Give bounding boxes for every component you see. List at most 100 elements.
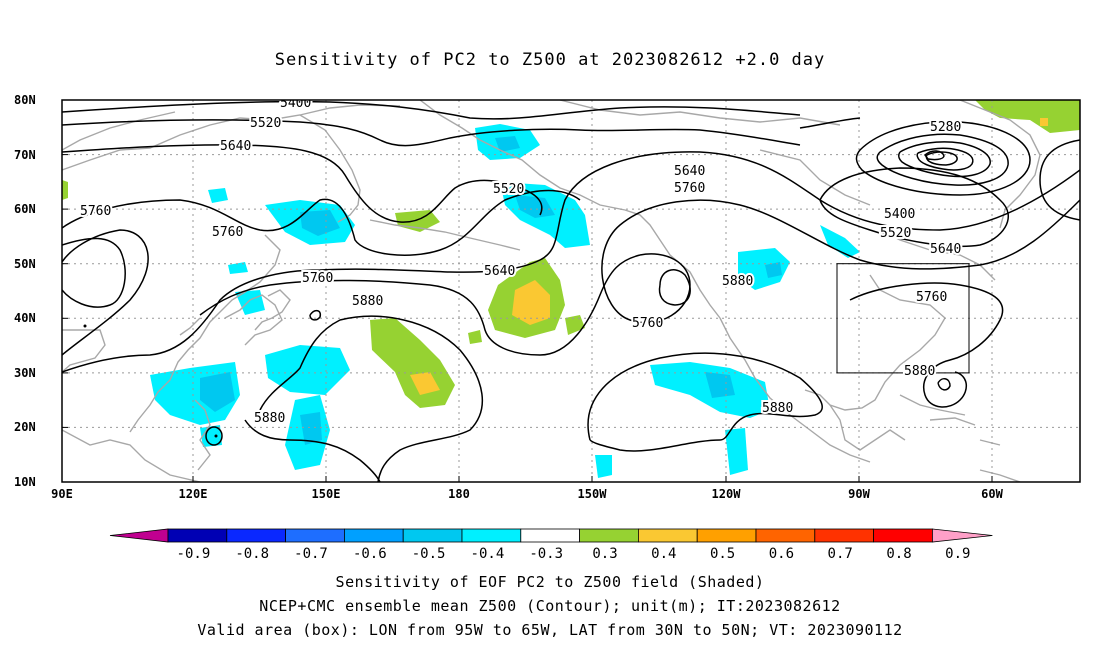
colorbar-label: -0.7 xyxy=(294,546,328,562)
colorbar: -0.9 -0.8 -0.7 -0.6 -0.5 -0.4 -0.3 0.3 0.4 0.5 0.6… xyxy=(109,528,993,562)
contour-line xyxy=(819,167,1009,248)
colorbar-swatch xyxy=(814,528,874,543)
contour-label: 5520 xyxy=(493,182,524,197)
colorbar-label: -0.8 xyxy=(235,546,269,562)
contour-line xyxy=(587,352,823,452)
marker-dot xyxy=(214,434,218,438)
lon-label: 150E xyxy=(312,487,341,501)
lon-label: 90E xyxy=(51,487,73,501)
lat-label: 10N xyxy=(14,475,36,489)
coastline-asia xyxy=(62,104,401,433)
lon-label: 120E xyxy=(179,487,208,501)
contour-label: 5880 xyxy=(352,294,383,309)
contour-label: 5280 xyxy=(930,120,961,135)
colorbar-label: 0.8 xyxy=(886,546,911,562)
coastline-kamchatka xyxy=(299,114,361,223)
latitude-labels: 80N 70N 60N 50N 40N 30N 20N 10N xyxy=(14,93,36,489)
shade-patch xyxy=(512,280,550,325)
colorbar-label: 0.4 xyxy=(651,546,676,562)
contour-label: 5520 xyxy=(880,226,911,241)
caption-line-2: NCEP+CMC ensemble mean Z500 (Contour); u… xyxy=(259,597,841,615)
lon-label: 120W xyxy=(712,487,742,501)
contour-line xyxy=(937,378,951,391)
contour-label: 5640 xyxy=(674,164,705,179)
contour-line xyxy=(199,254,641,356)
lat-label: 50N xyxy=(14,257,36,271)
coastline-philippines xyxy=(194,399,211,471)
contour-label: 5400 xyxy=(280,96,311,111)
colorbar-label: 0.7 xyxy=(828,546,853,562)
colorbar-swatch xyxy=(579,528,639,543)
map-title: Sensitivity of PC2 to Z500 at 2023082612… xyxy=(274,50,826,70)
contour-line xyxy=(62,100,801,120)
contour-line xyxy=(916,147,974,171)
contour-line xyxy=(658,269,691,306)
colorbar-swatch xyxy=(402,528,463,543)
colorbar-label: 0.6 xyxy=(769,546,794,562)
axis-ticks xyxy=(62,99,993,482)
contour-line xyxy=(923,150,945,161)
colorbar-label: 0.9 xyxy=(945,546,970,562)
contour-label: 5640 xyxy=(930,242,961,257)
colorbar-label: -0.5 xyxy=(412,546,446,562)
caption-line-1: Sensitivity of EOF PC2 to Z500 field (Sh… xyxy=(335,573,765,591)
contour-label: 5880 xyxy=(762,401,793,416)
lat-label: 60N xyxy=(14,202,36,216)
marker-dot xyxy=(83,324,87,328)
contour-label: 5880 xyxy=(904,364,935,379)
contour-line xyxy=(897,141,991,178)
colorbar-swatch xyxy=(461,528,522,543)
shade-patch xyxy=(265,345,350,395)
colorbar-swatch xyxy=(873,528,933,543)
contour-label: 5760 xyxy=(632,316,663,331)
colorbar-swatch xyxy=(520,528,580,543)
coastline-north-america-east xyxy=(804,274,946,411)
contour-line xyxy=(62,151,1080,373)
contour-label: 5760 xyxy=(302,271,333,286)
shade-patch xyxy=(300,210,340,236)
shade-patch xyxy=(705,372,735,398)
colorbar-label: -0.4 xyxy=(471,546,505,562)
coastline-south-america xyxy=(979,469,1021,482)
map-frame xyxy=(61,99,1081,483)
shade-patch xyxy=(228,262,248,274)
shade-patch xyxy=(1040,118,1048,126)
colorbar-label: 0.3 xyxy=(592,546,617,562)
colorbar-swatch xyxy=(343,528,404,543)
contour-label: 5400 xyxy=(884,207,915,222)
shade-patch xyxy=(725,428,748,475)
lon-label: 90W xyxy=(848,487,870,501)
contour-line xyxy=(855,121,1031,196)
coastline-new-guinea xyxy=(62,429,201,482)
lat-label: 80N xyxy=(14,93,36,107)
lat-lon-grid xyxy=(62,100,1080,482)
shade-patch xyxy=(595,455,612,478)
lon-label: 180 xyxy=(448,487,470,501)
contour-label: 5520 xyxy=(250,116,281,131)
shade-patch xyxy=(62,180,68,200)
shade-patch xyxy=(300,412,322,445)
contour-label: 5640 xyxy=(484,264,515,279)
contour-line xyxy=(62,144,543,223)
contour-line xyxy=(244,419,381,482)
contour-label: 5760 xyxy=(916,290,947,305)
shade-patch xyxy=(820,225,860,258)
coastline-japan xyxy=(254,289,291,331)
colorbar-label: -0.6 xyxy=(353,546,387,562)
contour-line xyxy=(62,229,149,356)
lat-label: 40N xyxy=(14,311,36,325)
colorbar-label: 0.5 xyxy=(710,546,735,562)
colorbar-label: -0.3 xyxy=(529,546,563,562)
contour-label: 5880 xyxy=(722,274,753,289)
contour-line xyxy=(799,117,861,129)
colorbar-swatch xyxy=(285,528,345,543)
lon-label: 150W xyxy=(578,487,608,501)
shade-patch xyxy=(738,248,790,290)
shade-patch xyxy=(495,136,520,152)
contour-label: 5760 xyxy=(212,225,243,240)
contour-line xyxy=(62,119,801,147)
colorbar-swatch xyxy=(696,528,757,543)
contour-line xyxy=(849,282,1004,408)
colorbar-swatch xyxy=(167,528,228,543)
shade-patch xyxy=(410,372,440,395)
